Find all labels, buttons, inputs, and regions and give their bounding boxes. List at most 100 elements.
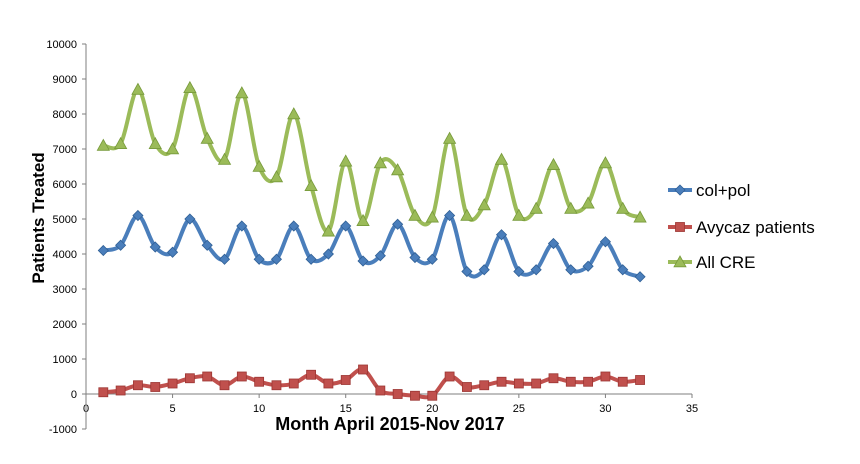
data-point <box>287 107 301 120</box>
legend: col+pol Avycaz patients All CRE <box>668 181 815 272</box>
data-point <box>184 213 196 225</box>
data-point <box>321 224 336 237</box>
data-point <box>582 260 594 272</box>
data-point <box>495 229 508 241</box>
data-point <box>565 264 577 276</box>
y-tick-label: 0 <box>71 389 77 401</box>
data-point <box>236 371 247 382</box>
legend-label: All CRE <box>696 253 756 272</box>
data-point <box>478 264 490 276</box>
data-point <box>477 198 491 211</box>
data-point <box>599 236 611 248</box>
data-point <box>96 138 110 151</box>
data-point <box>219 380 230 391</box>
data-point <box>600 371 611 382</box>
x-tick-label: 35 <box>686 403 698 415</box>
data-point <box>201 239 213 251</box>
series-layer <box>96 80 647 401</box>
x-tick-label: 25 <box>513 403 525 415</box>
data-point <box>340 220 352 232</box>
series-line <box>101 367 643 400</box>
data-point <box>390 163 405 176</box>
data-point <box>410 390 420 401</box>
data-point <box>356 213 370 226</box>
data-point <box>461 265 473 278</box>
data-point <box>167 246 179 258</box>
data-point <box>288 378 299 389</box>
data-point <box>113 136 128 149</box>
data-point <box>581 196 595 209</box>
data-point <box>460 208 474 221</box>
data-point <box>357 255 369 267</box>
data-point <box>132 209 144 222</box>
data-point <box>633 210 647 223</box>
x-axis-title: Month April 2015-Nov 2017 <box>275 414 504 434</box>
data-point <box>583 376 594 387</box>
data-point <box>150 382 161 392</box>
y-axis-ticks: -1000 0 1000 2000 3000 4000 5000 6000 7000 8000 90… <box>46 39 86 436</box>
data-point <box>323 378 334 389</box>
data-point <box>165 142 180 155</box>
data-point <box>202 371 213 382</box>
data-point <box>373 156 388 169</box>
x-tick-label: 30 <box>599 403 611 415</box>
data-point <box>531 378 542 389</box>
data-point <box>148 136 162 149</box>
data-point <box>408 208 422 221</box>
data-point <box>565 376 576 387</box>
data-point <box>598 156 613 169</box>
data-point <box>115 239 127 251</box>
y-tick-label: 4000 <box>53 249 77 261</box>
legend-label: Avycaz patients <box>696 218 815 237</box>
data-point <box>548 373 559 384</box>
data-point <box>200 131 214 144</box>
data-point <box>252 159 266 172</box>
data-point <box>479 380 490 391</box>
data-point <box>339 154 353 167</box>
data-point <box>442 131 457 144</box>
data-point <box>288 220 300 232</box>
data-point <box>444 209 456 222</box>
data-point <box>392 218 404 230</box>
data-point <box>253 253 265 265</box>
data-point <box>305 253 317 265</box>
legend-item: col+pol <box>668 181 750 200</box>
y-tick-label: 3000 <box>53 284 77 296</box>
data-point <box>358 364 368 375</box>
y-tick-label: 8000 <box>53 109 77 121</box>
y-tick-label: 7000 <box>53 144 77 156</box>
data-point <box>616 201 630 214</box>
legend-item: Avycaz patients <box>668 218 815 237</box>
data-point <box>218 253 231 265</box>
y-tick-label: 9000 <box>53 74 77 86</box>
x-tick-label: 20 <box>426 403 438 415</box>
data-point <box>444 371 455 382</box>
data-point <box>149 241 161 253</box>
series-all-cre <box>96 80 647 237</box>
data-point <box>235 86 249 99</box>
data-point <box>496 376 507 387</box>
data-point <box>634 271 646 283</box>
data-point <box>131 82 145 95</box>
data-point <box>530 264 542 276</box>
series-avycaz-patients <box>98 364 645 401</box>
x-tick-label: 15 <box>340 403 352 415</box>
series-line <box>101 85 643 234</box>
data-point <box>217 152 232 165</box>
data-point <box>513 265 525 278</box>
series-line <box>101 213 643 279</box>
series-col-pol <box>97 209 646 283</box>
data-point <box>236 220 248 232</box>
data-point <box>115 385 126 396</box>
data-point <box>306 369 316 380</box>
data-point <box>512 208 526 221</box>
data-point <box>340 375 351 385</box>
y-tick-label: -1000 <box>49 424 77 436</box>
data-point <box>133 380 143 391</box>
data-point <box>375 385 386 396</box>
data-point <box>270 253 283 265</box>
x-tick-label: 5 <box>170 403 176 415</box>
data-point <box>304 178 318 191</box>
data-point <box>462 382 472 392</box>
